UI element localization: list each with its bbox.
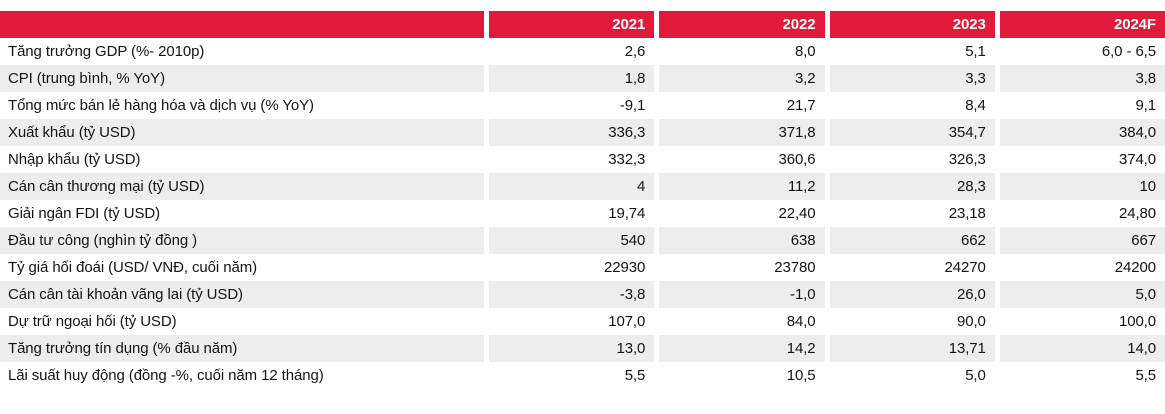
table-row: Lãi suất huy động (đồng -%, cuối năm 12 … xyxy=(0,362,1165,389)
table-row: Nhập khẩu (tỷ USD) 332,3 360,6 326,3 374… xyxy=(0,146,1165,173)
cell-value: 540 xyxy=(489,227,655,254)
row-label: Dự trữ ngoại hối (tỷ USD) xyxy=(8,313,177,330)
table-row: Tỷ giá hối đoái (USD/ VNĐ, cuối năm) 229… xyxy=(0,254,1165,281)
cell-value: 5,5 xyxy=(624,367,646,384)
cell-value: 22930 xyxy=(604,259,646,276)
cell-value: 662 xyxy=(829,227,995,254)
cell-value: 326,3 xyxy=(948,151,986,168)
cell-value: 638 xyxy=(659,227,825,254)
year-column-header: 2024F xyxy=(999,11,1165,38)
cell-value: 13,0 xyxy=(489,335,655,362)
cell-value: 374,0 xyxy=(1118,151,1156,168)
row-label: Cán cân thương mại (tỷ USD) xyxy=(0,173,484,200)
cell-value: 5,5 xyxy=(1135,367,1156,384)
cell-value: 21,7 xyxy=(786,97,816,114)
cell-value: 10 xyxy=(999,173,1165,200)
table-row: Xuất khẩu (tỷ USD) 336,3 371,8 354,7 384… xyxy=(0,119,1165,146)
cell-value: 332,3 xyxy=(608,151,646,168)
cell-value: 28,3 xyxy=(829,173,995,200)
cell-value: 6,0 - 6,5 xyxy=(1101,43,1156,60)
row-label: Cán cân tài khoản vãng lai (tỷ USD) xyxy=(0,281,484,308)
cell-value: 336,3 xyxy=(489,119,655,146)
cell-value: 5,0 xyxy=(965,367,986,384)
cell-value: 4 xyxy=(489,173,655,200)
cell-value: 14,0 xyxy=(999,335,1165,362)
year-column-header: 2022 xyxy=(659,11,825,38)
table-row: Tăng trưởng GDP (%- 2010p) 2,6 8,0 5,1 6… xyxy=(0,38,1165,65)
cell-value: 84,0 xyxy=(786,313,816,330)
macro-indicators-table-wrap: 2021 2022 2023 2024F Tăng trưởng GDP (%-… xyxy=(0,11,1165,389)
cell-value: 5,1 xyxy=(965,43,986,60)
cell-value: 10,5 xyxy=(786,367,816,384)
cell-value: -1,0 xyxy=(659,281,825,308)
row-label: CPI (trung bình, % YoY) xyxy=(0,65,484,92)
cell-value: 23780 xyxy=(774,259,816,276)
cell-value: 8,4 xyxy=(965,97,986,114)
row-label: Xuất khẩu (tỷ USD) xyxy=(0,119,484,146)
cell-value: 5,0 xyxy=(999,281,1165,308)
cell-value: 19,74 xyxy=(608,205,646,222)
table-header: 2021 2022 2023 2024F xyxy=(0,11,1165,38)
cell-value: 24270 xyxy=(944,259,986,276)
table-row: Tổng mức bán lẻ hàng hóa và dịch vụ (% Y… xyxy=(0,92,1165,119)
cell-value: 371,8 xyxy=(659,119,825,146)
corner-header-cell xyxy=(0,11,484,38)
cell-value: -9,1 xyxy=(619,97,646,114)
row-label: Tăng trưởng GDP (%- 2010p) xyxy=(8,43,205,60)
row-label: Tăng trưởng tín dụng (% đầu năm) xyxy=(0,335,484,362)
cell-value: 667 xyxy=(999,227,1165,254)
year-column-header: 2021 xyxy=(489,11,655,38)
table-row: Giải ngân FDI (tỷ USD) 19,74 22,40 23,18… xyxy=(0,200,1165,227)
table-row: Cán cân thương mại (tỷ USD) 4 11,2 28,3 … xyxy=(0,173,1165,200)
cell-value: 1,8 xyxy=(489,65,655,92)
row-label: Nhập khẩu (tỷ USD) xyxy=(8,151,141,168)
table-row: CPI (trung bình, % YoY) 1,8 3,2 3,3 3,8 xyxy=(0,65,1165,92)
cell-value: 23,18 xyxy=(948,205,986,222)
table-header-row: 2021 2022 2023 2024F xyxy=(0,11,1165,38)
cell-value: 2,6 xyxy=(624,43,646,60)
cell-value: 354,7 xyxy=(829,119,995,146)
table-row: Cán cân tài khoản vãng lai (tỷ USD) -3,8… xyxy=(0,281,1165,308)
cell-value: 90,0 xyxy=(956,313,986,330)
cell-value: 24,80 xyxy=(1118,205,1156,222)
cell-value: 24200 xyxy=(1114,259,1156,276)
cell-value: 360,6 xyxy=(778,151,816,168)
cell-value: 22,40 xyxy=(778,205,816,222)
cell-value: 100,0 xyxy=(1118,313,1156,330)
cell-value: 3,8 xyxy=(999,65,1165,92)
macro-indicators-table: 2021 2022 2023 2024F Tăng trưởng GDP (%-… xyxy=(0,11,1165,389)
cell-value: -3,8 xyxy=(489,281,655,308)
table-row: Dự trữ ngoại hối (tỷ USD) 107,0 84,0 90,… xyxy=(0,308,1165,335)
cell-value: 13,71 xyxy=(829,335,995,362)
table-body: Tăng trưởng GDP (%- 2010p) 2,6 8,0 5,1 6… xyxy=(0,38,1165,389)
row-label: Tổng mức bán lẻ hàng hóa và dịch vụ (% Y… xyxy=(8,97,314,114)
cell-value: 14,2 xyxy=(659,335,825,362)
year-column-header: 2023 xyxy=(829,11,995,38)
cell-value: 8,0 xyxy=(794,43,816,60)
cell-value: 9,1 xyxy=(1135,97,1156,114)
row-label: Tỷ giá hối đoái (USD/ VNĐ, cuối năm) xyxy=(8,259,257,276)
cell-value: 3,2 xyxy=(659,65,825,92)
row-label: Lãi suất huy động (đồng -%, cuối năm 12 … xyxy=(8,367,324,384)
table-row: Tăng trưởng tín dụng (% đầu năm) 13,0 14… xyxy=(0,335,1165,362)
cell-value: 107,0 xyxy=(608,313,646,330)
cell-value: 11,2 xyxy=(659,173,825,200)
cell-value: 3,3 xyxy=(829,65,995,92)
row-label: Đầu tư công (nghìn tỷ đồng ) xyxy=(0,227,484,254)
table-row: Đầu tư công (nghìn tỷ đồng ) 540 638 662… xyxy=(0,227,1165,254)
cell-value: 26,0 xyxy=(829,281,995,308)
cell-value: 384,0 xyxy=(999,119,1165,146)
row-label: Giải ngân FDI (tỷ USD) xyxy=(8,205,161,222)
